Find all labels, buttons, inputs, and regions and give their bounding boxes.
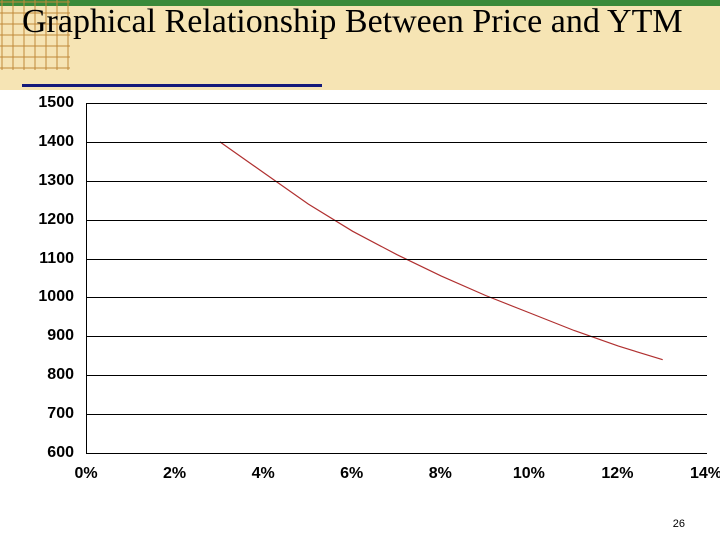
x-axis-label: 4% — [252, 465, 275, 483]
plot-area — [86, 103, 707, 454]
y-axis-label: 600 — [8, 445, 74, 461]
price-ytm-chart: 1500 1400 1300 1200 1100 1000 900 800 700 6000% 2%… — [8, 95, 712, 505]
y-axis-label: 1000 — [8, 289, 74, 305]
y-axis-label: 1100 — [8, 251, 74, 267]
x-axis-label: 10% — [513, 465, 545, 483]
x-axis-label: 6% — [340, 465, 363, 483]
gridline — [87, 336, 707, 337]
x-axis-label: 8% — [429, 465, 452, 483]
y-axis-label: 900 — [8, 328, 74, 344]
x-axis-label: 0% — [74, 465, 97, 483]
y-axis-label: 1500 — [8, 95, 74, 111]
x-axis-label: 12% — [601, 465, 633, 483]
y-axis-label: 800 — [8, 367, 74, 383]
slide-number: 26 — [673, 518, 685, 530]
price-ytm-curve — [87, 103, 707, 453]
y-axis-label: 700 — [8, 406, 74, 422]
gridline — [87, 103, 707, 104]
y-axis-label: 1300 — [8, 173, 74, 189]
gridline — [87, 220, 707, 221]
slide-title: Graphical Relationship Between Price and… — [22, 2, 712, 42]
slide: Graphical Relationship Between Price and… — [0, 0, 720, 540]
x-axis-label: 2% — [163, 465, 186, 483]
gridline — [87, 259, 707, 260]
y-axis-label: 1400 — [8, 134, 74, 150]
gridline — [87, 375, 707, 376]
gridline — [87, 414, 707, 415]
title-underline — [22, 84, 322, 87]
gridline — [87, 297, 707, 298]
y-axis-label: 1200 — [8, 212, 74, 228]
gridline — [87, 142, 707, 143]
x-axis-label: 14% — [690, 465, 720, 483]
gridline — [87, 181, 707, 182]
header: Graphical Relationship Between Price and… — [0, 0, 720, 110]
